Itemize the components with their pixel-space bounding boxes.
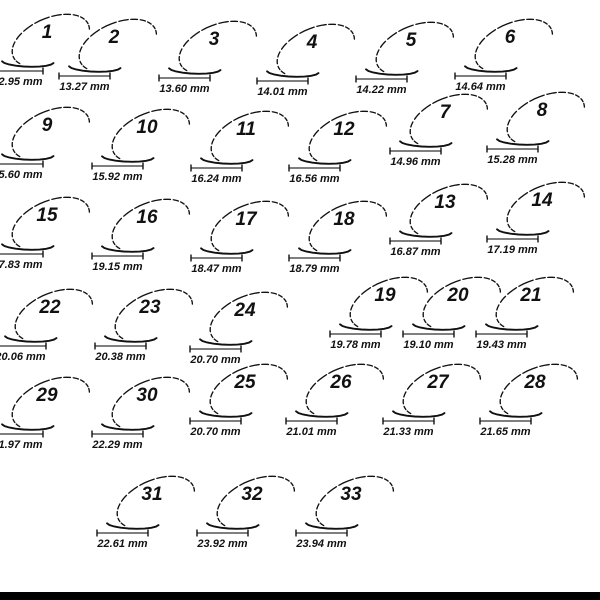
svg-text:5: 5 <box>406 30 417 51</box>
svg-text:20.06 mm: 20.06 mm <box>0 351 46 363</box>
svg-text:26: 26 <box>329 372 352 393</box>
svg-text:16.24 mm: 16.24 mm <box>191 173 241 185</box>
svg-text:15.92 mm: 15.92 mm <box>92 171 142 183</box>
svg-text:21: 21 <box>519 285 541 306</box>
svg-text:4: 4 <box>306 32 318 53</box>
svg-text:22.61 mm: 22.61 mm <box>96 538 147 550</box>
svg-text:14.96 mm: 14.96 mm <box>390 156 440 168</box>
svg-text:15: 15 <box>36 205 58 226</box>
svg-text:14.64 mm: 14.64 mm <box>455 81 505 93</box>
svg-text:10: 10 <box>136 117 158 138</box>
svg-text:20.38 mm: 20.38 mm <box>94 351 145 363</box>
svg-text:19.15 mm: 19.15 mm <box>92 261 142 273</box>
svg-text:14.22 mm: 14.22 mm <box>356 84 406 96</box>
svg-text:13.60 mm: 13.60 mm <box>159 83 209 95</box>
svg-text:20: 20 <box>446 285 469 306</box>
svg-text:23.94 mm: 23.94 mm <box>295 538 346 550</box>
svg-text:12: 12 <box>333 119 355 140</box>
svg-text:19.10 mm: 19.10 mm <box>403 339 453 351</box>
svg-text:28: 28 <box>523 372 546 393</box>
svg-text:15.60 mm: 15.60 mm <box>0 169 43 181</box>
svg-text:12.95 mm: 12.95 mm <box>0 76 43 88</box>
svg-text:22: 22 <box>38 297 61 318</box>
svg-text:16.87 mm: 16.87 mm <box>390 246 440 258</box>
svg-text:29: 29 <box>35 385 58 406</box>
svg-text:20.70 mm: 20.70 mm <box>189 354 240 366</box>
svg-text:32: 32 <box>241 484 263 505</box>
svg-text:17.83 mm: 17.83 mm <box>0 259 43 271</box>
svg-text:14: 14 <box>531 190 553 211</box>
svg-text:14.01 mm: 14.01 mm <box>257 86 307 98</box>
svg-text:23.92 mm: 23.92 mm <box>196 538 247 550</box>
svg-text:18.47 mm: 18.47 mm <box>191 263 241 275</box>
svg-text:11: 11 <box>236 119 256 140</box>
svg-text:6: 6 <box>505 27 516 48</box>
svg-text:33: 33 <box>340 484 362 505</box>
svg-text:1: 1 <box>42 22 53 43</box>
svg-text:21.97 mm: 21.97 mm <box>0 439 43 451</box>
svg-text:27: 27 <box>426 372 450 393</box>
svg-text:8: 8 <box>537 100 548 121</box>
svg-text:16.56 mm: 16.56 mm <box>289 173 339 185</box>
svg-text:18.79 mm: 18.79 mm <box>289 263 339 275</box>
svg-text:13.27 mm: 13.27 mm <box>59 81 109 93</box>
svg-text:19.78 mm: 19.78 mm <box>330 339 380 351</box>
svg-text:31: 31 <box>141 484 162 505</box>
svg-text:21.01 mm: 21.01 mm <box>285 426 336 438</box>
svg-text:7: 7 <box>440 102 452 123</box>
svg-text:24: 24 <box>233 300 256 321</box>
svg-text:20.70 mm: 20.70 mm <box>189 426 240 438</box>
svg-text:21.33 mm: 21.33 mm <box>382 426 433 438</box>
svg-text:23: 23 <box>138 297 161 318</box>
svg-text:18: 18 <box>333 209 355 230</box>
svg-text:21.65 mm: 21.65 mm <box>479 426 530 438</box>
svg-text:17: 17 <box>235 209 258 230</box>
svg-text:17.19 mm: 17.19 mm <box>487 244 537 256</box>
svg-text:19: 19 <box>374 285 396 306</box>
svg-text:16: 16 <box>136 207 158 228</box>
svg-text:19.43 mm: 19.43 mm <box>476 339 526 351</box>
svg-text:15.28 mm: 15.28 mm <box>487 154 537 166</box>
svg-text:13: 13 <box>434 192 456 213</box>
svg-text:30: 30 <box>136 385 158 406</box>
svg-text:2: 2 <box>108 27 120 48</box>
svg-text:9: 9 <box>42 115 53 136</box>
svg-text:3: 3 <box>209 29 220 50</box>
svg-text:22.29 mm: 22.29 mm <box>91 439 142 451</box>
svg-text:25: 25 <box>233 372 256 393</box>
